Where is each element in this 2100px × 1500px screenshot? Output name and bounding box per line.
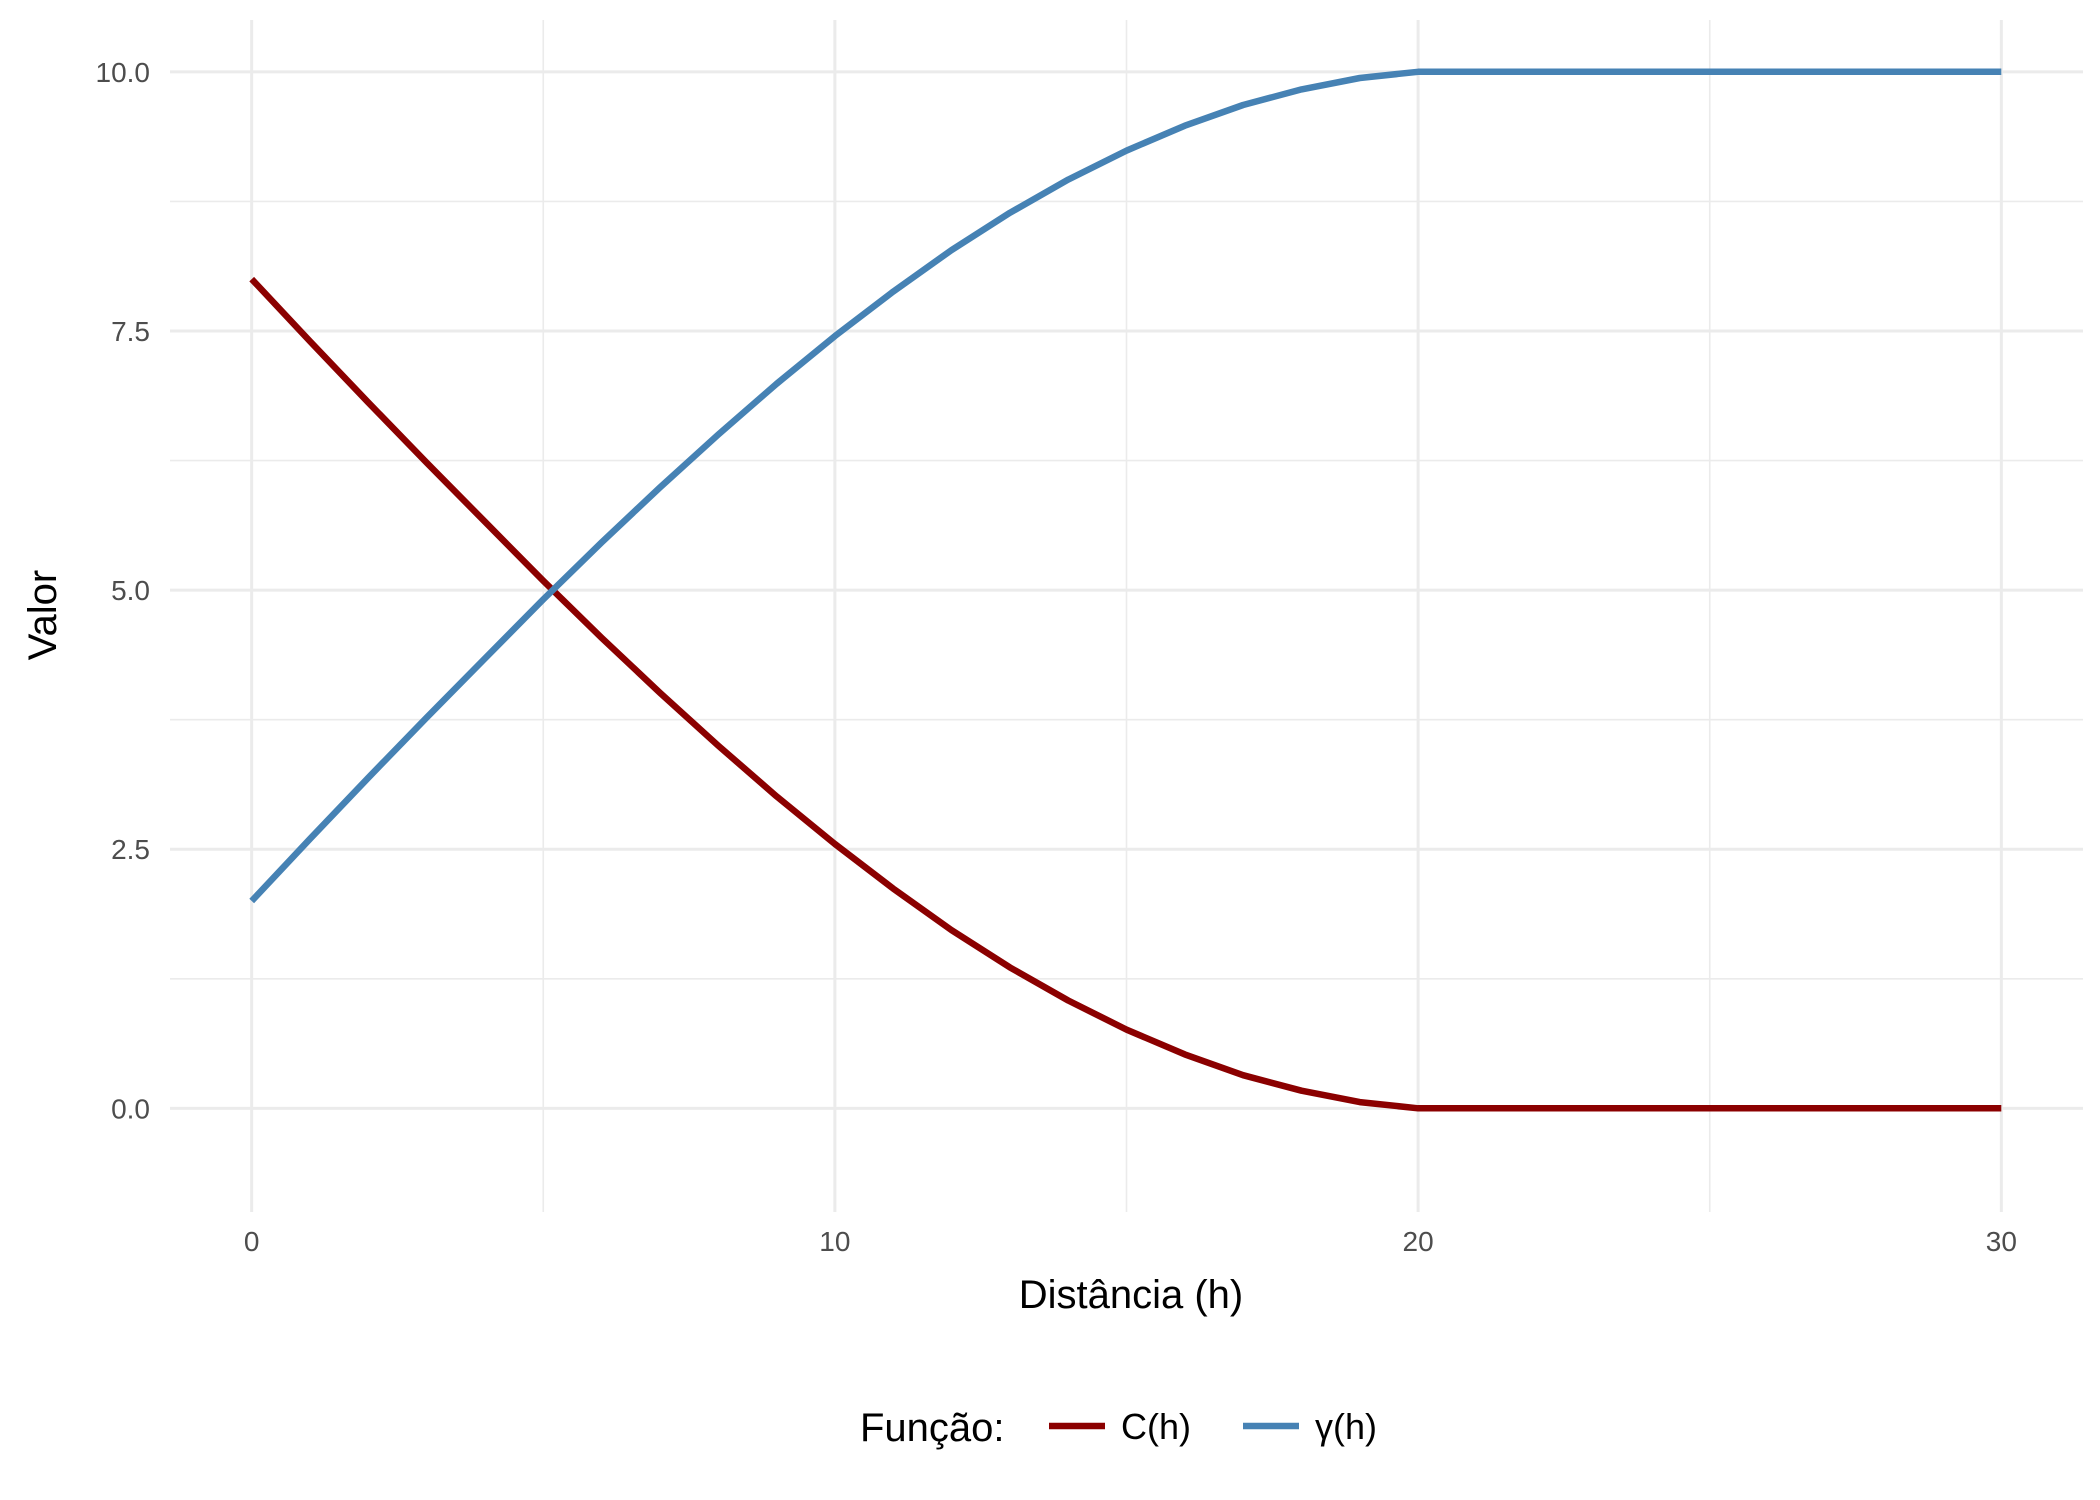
y-axis-ticks: 0.0 2.5 5.0 7.5 10.0: [96, 57, 151, 1125]
series-line-c-h: [249, 276, 2002, 1112]
x-tick-label: 10: [819, 1226, 850, 1257]
x-tick-label: 30: [1986, 1226, 2017, 1257]
y-tick-label: 2.5: [111, 834, 150, 865]
series-line-gamma-h: [249, 68, 2002, 904]
legend-title: Função:: [860, 1406, 1005, 1450]
grid: [170, 20, 2083, 1212]
y-tick-label: 0.0: [111, 1093, 150, 1124]
x-tick-label: 0: [244, 1226, 260, 1257]
y-axis-title: Valor: [21, 570, 65, 660]
series-layer: [249, 68, 2002, 1112]
y-tick-label: 10.0: [96, 57, 151, 88]
y-tick-label: 7.5: [111, 316, 150, 347]
y-tick-label: 5.0: [111, 575, 150, 606]
legend-label-gamma-h: γ(h): [1315, 1406, 1377, 1447]
legend: Função: C(h) γ(h): [860, 1406, 1377, 1450]
x-tick-label: 20: [1403, 1226, 1434, 1257]
x-axis-ticks: 0 10 20 30: [244, 1226, 2017, 1257]
x-axis-title: Distância (h): [1019, 1273, 1244, 1317]
legend-label-c-h: C(h): [1121, 1406, 1191, 1447]
